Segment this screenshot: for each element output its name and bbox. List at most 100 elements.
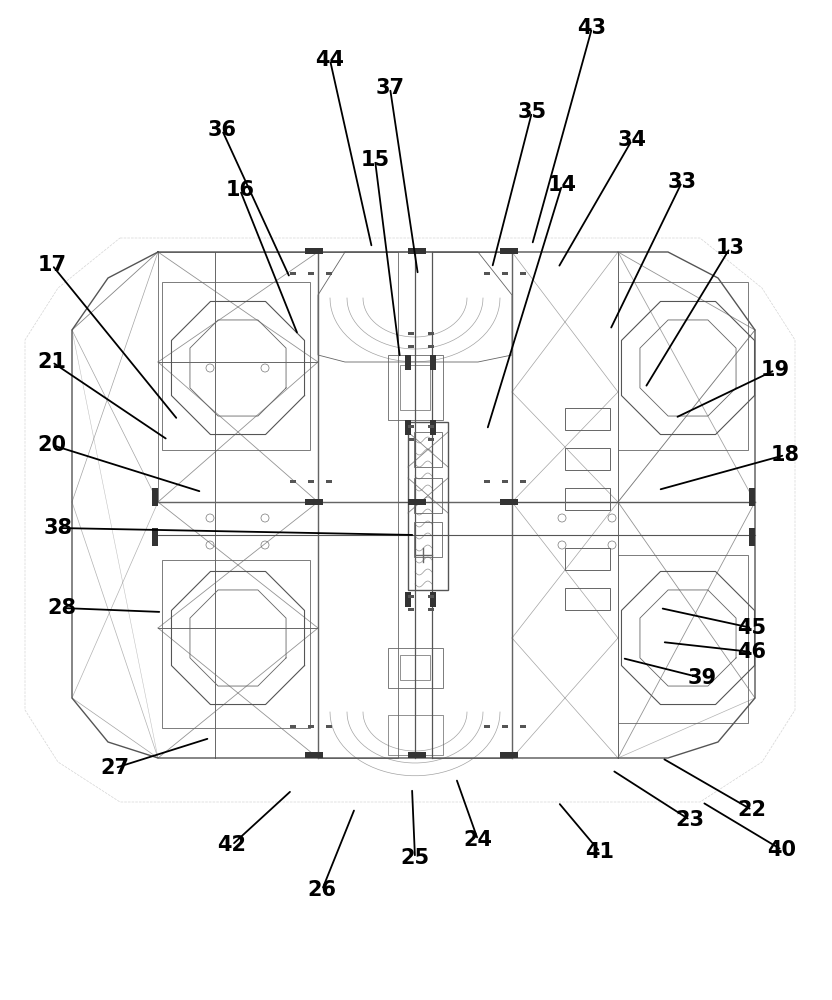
Bar: [428, 345, 434, 348]
Bar: [428, 595, 434, 598]
Bar: [318, 502, 398, 758]
Bar: [400, 655, 430, 680]
Bar: [414, 522, 442, 557]
Text: 33: 33: [667, 172, 696, 192]
Bar: [520, 272, 526, 275]
Bar: [290, 480, 296, 483]
Text: 26: 26: [308, 880, 336, 900]
Bar: [318, 252, 398, 502]
Bar: [388, 715, 443, 755]
Bar: [500, 499, 518, 505]
Bar: [430, 592, 436, 607]
Bar: [152, 528, 158, 546]
Bar: [484, 480, 490, 483]
Text: 34: 34: [617, 130, 646, 150]
Text: 22: 22: [737, 800, 766, 820]
Text: 14: 14: [547, 175, 577, 195]
Text: 25: 25: [400, 848, 429, 868]
Bar: [520, 480, 526, 483]
Bar: [326, 480, 332, 483]
Bar: [290, 725, 296, 728]
Bar: [388, 648, 443, 688]
Bar: [408, 608, 414, 611]
Bar: [428, 425, 434, 428]
Bar: [484, 272, 490, 275]
Bar: [305, 752, 323, 758]
Bar: [326, 272, 332, 275]
Bar: [502, 480, 508, 483]
Bar: [405, 592, 411, 607]
Text: 18: 18: [770, 445, 800, 465]
Text: 21: 21: [37, 352, 67, 372]
Bar: [618, 555, 748, 723]
Text: 28: 28: [47, 598, 77, 618]
Text: 44: 44: [315, 50, 344, 70]
Text: 42: 42: [217, 835, 246, 855]
Text: 23: 23: [676, 810, 705, 830]
Bar: [565, 408, 610, 430]
Bar: [414, 432, 442, 467]
Text: 13: 13: [716, 238, 745, 258]
Bar: [158, 252, 318, 502]
Text: 43: 43: [577, 18, 607, 38]
Bar: [500, 752, 518, 758]
Bar: [500, 248, 518, 254]
Bar: [408, 248, 426, 254]
Text: 46: 46: [737, 642, 766, 662]
Text: 19: 19: [760, 360, 790, 380]
Bar: [162, 560, 310, 728]
Bar: [749, 528, 755, 546]
Bar: [565, 588, 610, 610]
Text: 16: 16: [225, 180, 255, 200]
Text: 39: 39: [687, 668, 716, 688]
Text: 37: 37: [375, 78, 404, 98]
Bar: [152, 488, 158, 506]
Bar: [405, 420, 411, 435]
Bar: [484, 725, 490, 728]
Bar: [405, 355, 411, 370]
Bar: [326, 725, 332, 728]
Bar: [749, 488, 755, 506]
Bar: [408, 345, 414, 348]
Bar: [308, 480, 314, 483]
Bar: [565, 488, 610, 510]
Bar: [430, 420, 436, 435]
Bar: [408, 332, 414, 335]
Text: 38: 38: [43, 518, 72, 538]
Bar: [414, 478, 442, 513]
Bar: [408, 425, 414, 428]
Bar: [565, 448, 610, 470]
Bar: [400, 365, 430, 410]
Bar: [408, 438, 414, 441]
Text: 24: 24: [463, 830, 493, 850]
Text: 17: 17: [37, 255, 67, 275]
Bar: [565, 548, 610, 570]
Text: 20: 20: [37, 435, 67, 455]
Text: 41: 41: [586, 842, 615, 862]
Text: 15: 15: [360, 150, 389, 170]
Bar: [502, 272, 508, 275]
Text: 40: 40: [767, 840, 796, 860]
Text: 45: 45: [737, 618, 766, 638]
Bar: [408, 752, 426, 758]
Bar: [618, 282, 748, 450]
Text: 27: 27: [101, 758, 130, 778]
Bar: [502, 725, 508, 728]
Bar: [430, 355, 436, 370]
Bar: [408, 499, 426, 505]
Bar: [408, 422, 448, 590]
Bar: [388, 355, 443, 420]
Text: 36: 36: [207, 120, 236, 140]
Bar: [290, 272, 296, 275]
Bar: [408, 595, 414, 598]
Bar: [308, 725, 314, 728]
Text: 35: 35: [518, 102, 547, 122]
Bar: [428, 438, 434, 441]
Bar: [305, 499, 323, 505]
Bar: [432, 252, 512, 502]
Bar: [305, 248, 323, 254]
Bar: [428, 332, 434, 335]
Bar: [162, 282, 310, 450]
Bar: [520, 725, 526, 728]
Bar: [432, 502, 512, 758]
